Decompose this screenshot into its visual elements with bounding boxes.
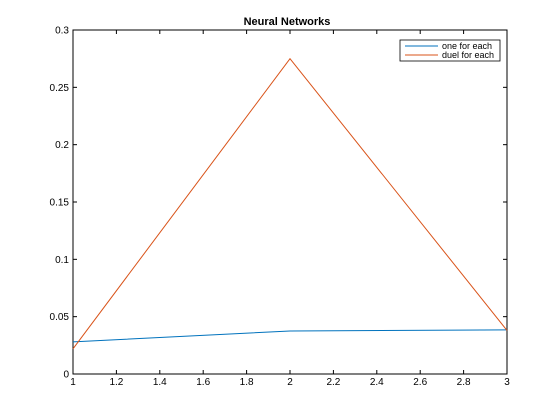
y-axis: 0 0.05 0.1 0.15 0.2 0.25 0.3 [50, 26, 507, 381]
legend-box [399, 39, 501, 62]
legend-label-one-for-each: one for each [442, 41, 492, 51]
x-tick-label: 2.2 [326, 377, 340, 388]
x-tick-label: 1.6 [196, 377, 210, 388]
x-axis: 1 1.2 1.4 1.6 1.8 2 2.2 2.4 2.6 2.8 3 [70, 30, 510, 388]
x-tick-label: 2.4 [370, 377, 384, 388]
x-tick-label: 1.4 [153, 377, 167, 388]
x-tick-label: 3 [504, 377, 510, 388]
y-tick-label: 0 [63, 370, 69, 381]
y-tick-label: 0.25 [50, 83, 70, 94]
series-line-duel-for-each [72, 57, 508, 350]
x-tick-label: 2 [287, 377, 293, 388]
chart-title: Neural Networks [244, 16, 331, 28]
y-tick-label: 0.1 [55, 255, 69, 266]
y-tick-label: 0.05 [50, 312, 70, 323]
y-tick-label: 0.3 [55, 26, 69, 37]
y-tick-label: 0.15 [50, 198, 70, 209]
series-line-one-for-each [72, 329, 508, 343]
x-tick-label: 1.8 [240, 377, 254, 388]
legend: one for each duel for each [399, 39, 501, 62]
legend-label-duel-for-each: duel for each [442, 50, 494, 60]
x-tick-label: 2.8 [457, 377, 471, 388]
y-tick-label: 0.2 [55, 140, 69, 151]
x-tick-label: 1 [70, 377, 76, 388]
x-tick-label: 2.6 [413, 377, 427, 388]
plot-area [72, 29, 508, 375]
x-tick-label: 1.2 [109, 377, 123, 388]
series-layer [72, 57, 508, 350]
